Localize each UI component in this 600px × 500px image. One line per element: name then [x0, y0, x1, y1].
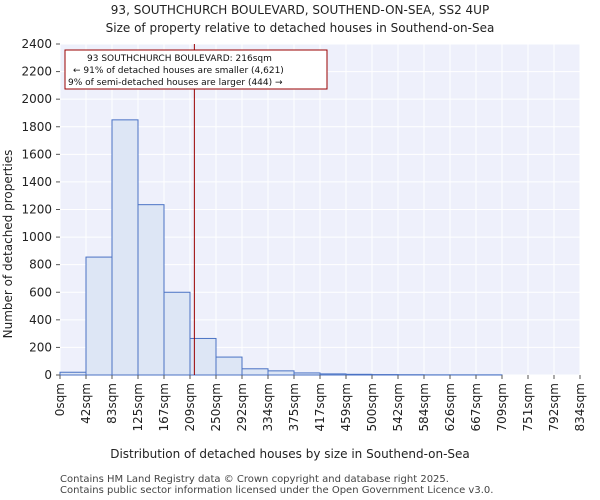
x-tick-label: 42sqm	[79, 383, 93, 424]
x-tick-label: 209sqm	[183, 383, 197, 431]
y-axis: 0 200 400 600 800 1000 1200 1400 1600 1800 2000 220…	[21, 37, 60, 382]
x-tick-label: 375sqm	[287, 383, 301, 431]
bar-292sqm	[241, 368, 269, 376]
x-tick-label: 292sqm	[235, 383, 249, 431]
x-tick-label: 459sqm	[339, 383, 353, 431]
bar-167sqm	[163, 291, 191, 376]
y-tick-label: 0	[44, 368, 52, 382]
annotation-box: 93 SOUTHCHURCH BOULEVARD: 216sqm ← 91% o…	[64, 49, 328, 90]
x-tick-label: 167sqm	[157, 383, 171, 431]
x-tick-label: 0sqm	[53, 383, 67, 416]
x-tick-label: 334sqm	[261, 383, 275, 431]
annotation-frame	[64, 49, 328, 90]
y-tick-label: 600	[29, 285, 52, 299]
x-axis: 0sqm 42sqm 83sqm 125sqm 167sqm 209sqm 250sqm 29…	[53, 375, 587, 431]
bar-375sqm	[293, 372, 321, 376]
x-tick-label: 709sqm	[495, 383, 509, 431]
x-tick-label: 626sqm	[443, 383, 457, 431]
chart-subtitle: Size of property relative to detached ho…	[106, 21, 495, 35]
x-tick-label: 584sqm	[417, 383, 431, 431]
x-axis-title: Distribution of detached houses by size …	[110, 447, 470, 461]
x-tick-label: 125sqm	[131, 383, 145, 431]
bar-250sqm	[215, 356, 243, 376]
x-tick-label: 834sqm	[573, 383, 587, 431]
y-tick-label: 1600	[21, 147, 52, 161]
y-tick-label: 400	[29, 313, 52, 327]
bar-334sqm	[267, 370, 295, 376]
bar-459sqm	[345, 373, 373, 376]
x-tick-label: 542sqm	[391, 383, 405, 431]
x-tick-label: 250sqm	[209, 383, 223, 431]
y-tick-label: 2400	[21, 37, 52, 51]
x-tick-label: 792sqm	[547, 383, 561, 431]
x-tick-label: 417sqm	[313, 383, 327, 431]
footer-line-1: Contains HM Land Registry data © Crown c…	[60, 474, 449, 485]
x-tick-label: 667sqm	[469, 383, 483, 431]
x-tick-label: 751sqm	[521, 383, 535, 431]
bar-125sqm	[137, 204, 165, 376]
annotation-line-2: ← 91% of detached houses are smaller (4,…	[73, 66, 284, 76]
bar-0sqm	[59, 371, 87, 376]
bar-417sqm	[319, 373, 347, 376]
y-tick-label: 1400	[21, 175, 52, 189]
bars	[59, 119, 503, 376]
x-tick-label: 500sqm	[365, 383, 379, 431]
y-tick-label: 800	[29, 258, 52, 272]
x-tick-label: 83sqm	[105, 383, 119, 424]
bar-83sqm	[111, 119, 139, 376]
y-tick-label: 2000	[21, 92, 52, 106]
annotation-line-3: 9% of semi-detached houses are larger (4…	[68, 78, 283, 88]
chart-title: 93, SOUTHCHURCH BOULEVARD, SOUTHEND-ON-S…	[111, 3, 489, 17]
y-tick-label: 1200	[21, 203, 52, 217]
annotation-line-1: 93 SOUTHCHURCH BOULEVARD: 216sqm	[87, 54, 272, 64]
y-axis-title: Number of detached properties	[1, 150, 15, 339]
y-tick-label: 1000	[21, 230, 52, 244]
footer-line-2: Contains public sector information licen…	[60, 485, 493, 496]
bar-42sqm	[85, 256, 113, 376]
y-tick-label: 1800	[21, 120, 52, 134]
y-tick-label: 200	[29, 340, 52, 354]
y-tick-label: 2200	[21, 65, 52, 79]
